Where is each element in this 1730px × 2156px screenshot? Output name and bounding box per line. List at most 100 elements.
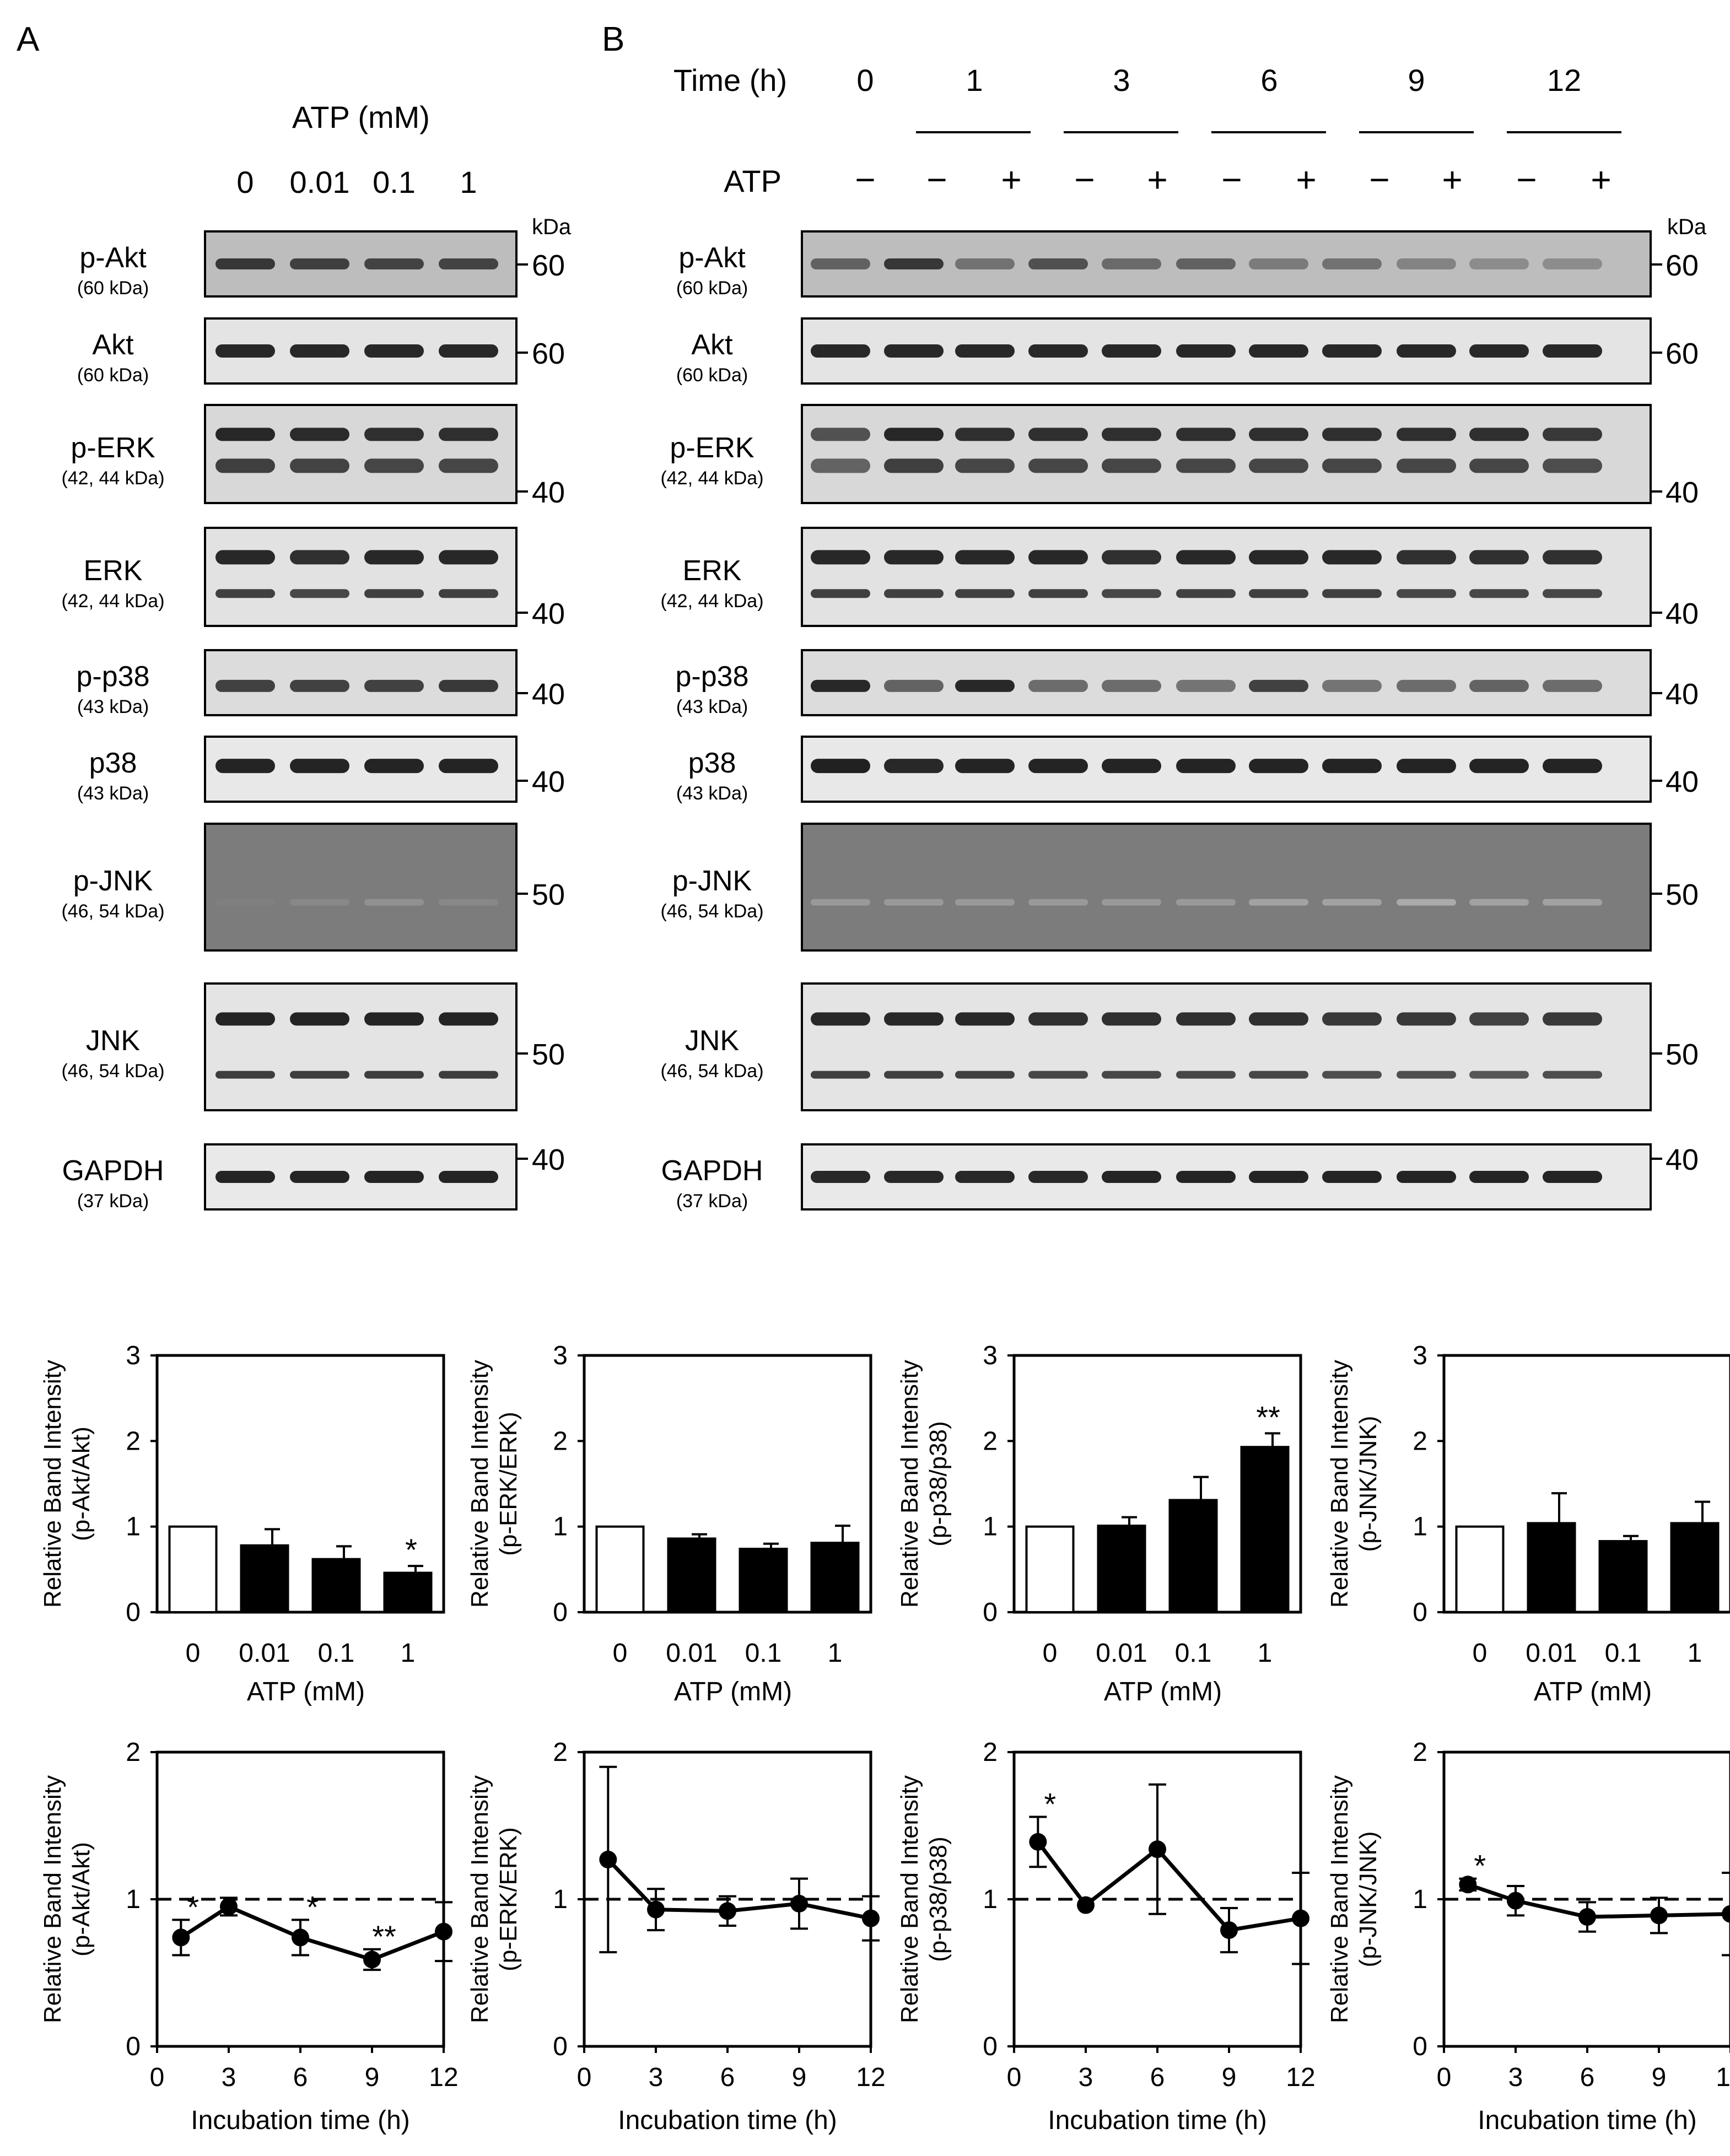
blot-b-band [1322, 899, 1382, 906]
chart-3-ytick-label: 2 [1413, 1426, 1427, 1456]
protein-size-a: (43 kDa) [77, 696, 149, 717]
chart-6-point [1292, 1909, 1309, 1927]
chart-0-xtick-label: 1 [401, 1639, 416, 1668]
protein-size-b: (37 kDa) [676, 1191, 748, 1212]
chart-5-point [719, 1902, 736, 1920]
blot-a-band [364, 589, 424, 598]
blot-b-band [884, 344, 944, 358]
chart-1-xtick-label: 1 [828, 1639, 843, 1668]
chart-7-xtick-label: 9 [1652, 2063, 1667, 2092]
chart-4-point [220, 1898, 238, 1916]
chart-2-ytick-label: 2 [983, 1426, 998, 1456]
blot-b-band [1028, 1071, 1088, 1079]
blot-b-band [1397, 679, 1456, 692]
blot-a-band [215, 1071, 275, 1079]
chart-0-bar [383, 1571, 433, 1613]
blot-b-band [811, 759, 870, 774]
blot-b-band [811, 899, 870, 906]
atp-header-a: ATP (mM) [292, 100, 430, 134]
blot-b-band [1249, 589, 1308, 598]
chart-1-ytick-label: 2 [553, 1426, 568, 1456]
kda-label-b: kDa [1667, 215, 1707, 239]
marker-label-b: 40 [1666, 597, 1699, 630]
marker-label-a: 50 [532, 878, 565, 911]
blot-a-band [215, 550, 275, 565]
blot-b-band [1469, 589, 1529, 598]
chart-6-point [1029, 1833, 1047, 1851]
chart-1-ylabel: Relative Band Intensity(p-ERK/ERK) [466, 1360, 522, 1608]
blot-b-band [1469, 1071, 1529, 1079]
blot-b-band [1102, 1071, 1161, 1079]
protein-label-a: p-p38 [77, 661, 150, 693]
chart-4-xtick-label: 6 [293, 2063, 308, 2092]
chart-6-annotation: * [1044, 1786, 1056, 1821]
blot-b-band [1028, 550, 1088, 565]
marker-label-a: 60 [532, 337, 565, 370]
blot-a-band [215, 589, 275, 598]
blot-a-band [439, 258, 498, 269]
time-label-b: 12 [1547, 63, 1581, 98]
protein-size-a: (42, 44 kDa) [61, 468, 164, 489]
blot-b-band [1249, 344, 1308, 358]
chart-4-ytick-label: 0 [126, 2032, 141, 2061]
chart-3-xtick-label: 0.1 [1605, 1639, 1642, 1668]
blot-a-band [290, 1012, 349, 1026]
blot-a-blot-2 [204, 404, 518, 504]
chart-1-xlabel: ATP (mM) [674, 1677, 792, 1706]
marker-label-a: 40 [532, 597, 565, 630]
marker-label-b: 40 [1666, 765, 1699, 798]
blot-b-band [1176, 589, 1236, 598]
protein-label-b: p-Akt [678, 242, 746, 274]
blot-b-band [1102, 589, 1161, 598]
chart-1-frame [583, 1354, 872, 1614]
blot-a-band [215, 1012, 275, 1026]
blot-b-band [1543, 344, 1602, 358]
protein-label-a: JNK [86, 1025, 141, 1057]
chart-2-xtick-label: 0.1 [1175, 1639, 1212, 1668]
blot-a-band [364, 1012, 424, 1026]
blot-b-band [1469, 258, 1529, 269]
protein-size-b: (60 kDa) [676, 278, 748, 299]
blot-b-band [884, 1012, 944, 1026]
marker-label-a: 60 [532, 249, 565, 282]
blot-b-band [1543, 1012, 1602, 1026]
blot-a-blot-3 [204, 527, 518, 627]
blot-b-band [1249, 759, 1308, 774]
blot-b-band [1322, 1012, 1382, 1026]
chart-4-xtick-label: 3 [222, 2063, 236, 2092]
blot-b-band [1102, 550, 1161, 565]
blot-b-band [1249, 679, 1308, 692]
chart-7-xtick-label: 0 [1437, 2063, 1452, 2092]
chart-5-xtick-label: 0 [577, 2063, 592, 2092]
blot-b-blot-7 [801, 982, 1652, 1111]
protein-label-a: p-Akt [79, 242, 147, 274]
chart-3-bar [1455, 1525, 1505, 1614]
blot-b-band [884, 759, 944, 774]
time-label-b: 1 [966, 63, 983, 98]
protein-size-a: (60 kDa) [77, 365, 149, 386]
blot-b-blot-3 [801, 527, 1652, 627]
protein-size-b: (43 kDa) [676, 783, 748, 804]
blot-a-band [439, 428, 498, 441]
blot-a-blot-6 [204, 823, 518, 952]
blot-a-band [439, 679, 498, 692]
blot-b-band [884, 1071, 944, 1079]
chart-3-xtick-label: 0.01 [1526, 1639, 1577, 1668]
protein-label-b: p-ERK [670, 432, 754, 464]
blot-a-band [439, 1071, 498, 1079]
chart-6-ylabel-line: (p-p38/p38) [925, 1836, 952, 1962]
chart-3-ylabel: Relative Band Intensity(p-JNK/JNK) [1326, 1360, 1382, 1608]
protein-label-b: JNK [685, 1025, 740, 1057]
blot-a-band [364, 550, 424, 565]
chart-1-bar [667, 1537, 716, 1613]
blot-b-band [1028, 679, 1088, 692]
blot-b-band [1028, 428, 1088, 441]
chart-7-xtick-label: 6 [1580, 2063, 1595, 2092]
atp-label-b: ATP [724, 164, 782, 198]
blot-a-band [290, 589, 349, 598]
chart-5-ylabel-line: Relative Band Intensity [466, 1775, 493, 2023]
time-label-b: 0 [856, 63, 874, 98]
blot-b-band [1176, 344, 1236, 358]
chart-7-point [1722, 1905, 1730, 1923]
